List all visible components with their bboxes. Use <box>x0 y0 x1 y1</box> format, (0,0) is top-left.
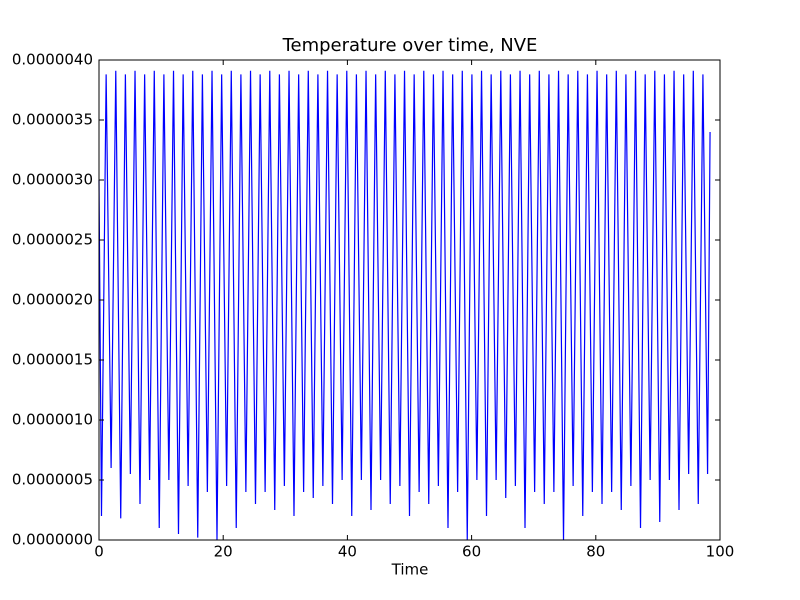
data-line <box>98 70 711 541</box>
y-tick-label: 0.0000030 <box>12 171 93 189</box>
y-tick-label: 0.0000035 <box>12 111 93 129</box>
x-tick-label: 20 <box>214 543 233 561</box>
x-tick-label: 80 <box>586 543 605 561</box>
y-tick-label: 0.0000020 <box>12 291 93 309</box>
x-axis-label: Time <box>391 561 429 579</box>
x-tick-label: 100 <box>706 543 735 561</box>
y-tick-label: 0.0000005 <box>12 471 93 489</box>
y-tick-label: 0.0000015 <box>12 351 93 369</box>
chart-title: Temperature over time, NVE <box>282 35 538 56</box>
x-tick-label: 60 <box>462 543 481 561</box>
y-tick-label: 0.0000010 <box>12 411 93 429</box>
y-tick-label: 0.0000040 <box>12 51 93 69</box>
y-tick-label: 0.0000025 <box>12 231 93 249</box>
x-tick-label: 40 <box>338 543 357 561</box>
x-tick-label: 0 <box>94 543 104 561</box>
y-tick-label: 0.0000000 <box>12 531 93 549</box>
